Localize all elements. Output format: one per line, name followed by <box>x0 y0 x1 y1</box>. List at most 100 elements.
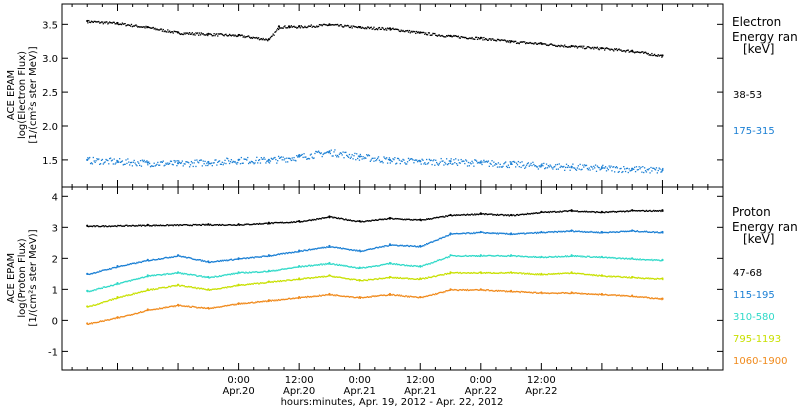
electron-data-point <box>266 39 268 41</box>
electron-data-point <box>168 31 170 33</box>
proton-data-point <box>598 256 600 258</box>
electron-data-point <box>228 33 231 36</box>
proton-data-point <box>149 259 152 262</box>
proton-data-point <box>218 275 221 277</box>
proton-data-point <box>92 289 94 292</box>
proton-data-point <box>464 214 466 216</box>
electron-data-point <box>225 33 227 35</box>
proton-data-point <box>583 211 585 213</box>
electron-data-point <box>136 25 138 27</box>
proton-data-point <box>150 259 153 261</box>
proton-data-point <box>263 300 265 303</box>
proton-data-point <box>629 230 631 232</box>
proton-anchor-point <box>419 264 422 268</box>
electron-data-point <box>608 48 610 50</box>
electron-data-point <box>230 159 233 161</box>
proton-data-point <box>451 215 453 217</box>
proton-data-point <box>515 214 517 217</box>
proton-data-point <box>611 211 613 213</box>
proton-data-point <box>209 223 212 225</box>
electron-data-point <box>376 28 379 31</box>
proton-data-point <box>134 225 136 227</box>
proton-data-point <box>478 289 480 291</box>
proton-data-point <box>335 295 337 297</box>
proton-data-point <box>226 287 228 289</box>
proton-data-point <box>254 223 256 226</box>
electron-anchor-point <box>86 19 89 23</box>
proton-data-point <box>109 225 112 228</box>
proton-data-point <box>91 323 94 325</box>
electron-data-point <box>237 35 239 37</box>
proton-data-point <box>336 246 338 248</box>
proton-data-point <box>278 269 281 271</box>
proton-data-point <box>315 264 317 266</box>
proton-data-point <box>311 218 313 221</box>
proton-data-point <box>118 316 120 318</box>
proton-data-point <box>337 247 340 249</box>
proton-data-point <box>230 286 233 288</box>
proton-data-point <box>610 256 612 259</box>
proton-data-point <box>210 276 213 278</box>
electron-data-point <box>621 50 623 52</box>
proton-data-point <box>104 269 106 271</box>
electron-data-point <box>460 158 462 161</box>
proton-data-point <box>140 290 143 293</box>
proton-data-point <box>300 296 302 298</box>
proton-data-point <box>577 211 579 213</box>
proton-data-point <box>582 210 584 213</box>
electron-data-point <box>543 43 545 45</box>
proton-data-point <box>550 273 552 275</box>
proton-data-point <box>585 231 588 233</box>
electron-data-point <box>228 34 230 37</box>
electron-data-point <box>146 160 148 162</box>
proton-data-point <box>565 230 568 232</box>
proton-data-point <box>493 213 495 216</box>
electron-data-point <box>552 44 554 46</box>
proton-data-point <box>124 295 126 297</box>
proton-data-point <box>299 297 302 299</box>
electron-data-point <box>447 34 450 37</box>
proton-data-point <box>208 289 211 292</box>
proton-data-point <box>576 292 579 295</box>
electron-data-point <box>358 159 361 161</box>
proton-data-point <box>278 299 281 301</box>
proton-data-point <box>340 295 342 297</box>
proton-data-point <box>417 266 420 268</box>
proton-data-point <box>247 283 249 285</box>
proton-data-point <box>93 271 95 274</box>
proton-data-point <box>230 273 233 275</box>
proton-data-point <box>257 256 259 258</box>
electron-ylabel-line-3: [1/(cm²s ster MeV)] <box>28 46 39 143</box>
electron-data-point <box>149 27 152 29</box>
proton-data-point <box>199 287 202 290</box>
proton-data-point <box>149 309 152 311</box>
electron-data-point <box>214 159 216 161</box>
proton-data-point <box>219 259 222 262</box>
proton-data-point <box>426 277 428 279</box>
proton-data-point <box>228 286 231 288</box>
proton-data-point <box>260 271 263 273</box>
electron-data-point <box>590 47 592 50</box>
proton-data-point <box>259 256 262 258</box>
proton-data-point <box>470 289 472 291</box>
electron-data-point <box>129 164 131 166</box>
electron-data-point <box>275 158 277 161</box>
proton-anchor-point <box>631 275 634 279</box>
proton-data-point <box>584 210 586 212</box>
proton-data-point <box>283 268 285 270</box>
proton-data-point <box>282 280 284 282</box>
proton-data-point <box>554 273 556 275</box>
proton-data-point <box>438 216 441 218</box>
proton-data-point <box>288 297 291 299</box>
electron-data-point <box>534 42 536 44</box>
proton-data-point <box>249 302 252 304</box>
proton-data-point <box>258 283 261 285</box>
proton-data-point <box>634 230 637 233</box>
proton-data-point <box>623 276 625 278</box>
proton-data-point <box>455 271 458 274</box>
electron-ytick-label: 3.0 <box>42 54 58 65</box>
proton-data-point <box>291 221 293 224</box>
proton-data-point <box>168 273 171 275</box>
electron-data-point <box>582 164 584 166</box>
proton-data-point <box>649 231 651 233</box>
